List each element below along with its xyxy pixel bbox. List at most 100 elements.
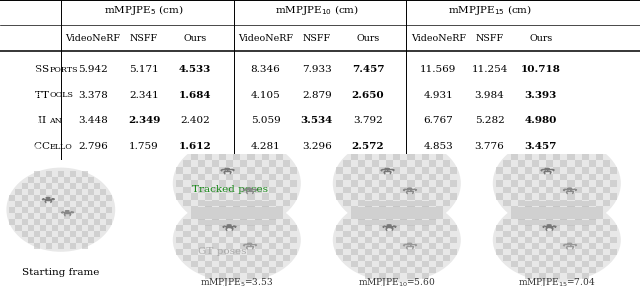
Text: Ours: Ours: [356, 34, 380, 43]
Polygon shape: [226, 231, 233, 237]
Polygon shape: [248, 225, 255, 231]
Polygon shape: [372, 187, 379, 193]
Polygon shape: [539, 213, 546, 219]
Polygon shape: [443, 255, 450, 261]
Polygon shape: [337, 237, 344, 243]
Polygon shape: [262, 154, 269, 160]
Polygon shape: [205, 193, 212, 200]
Polygon shape: [45, 171, 52, 177]
Polygon shape: [82, 207, 88, 213]
Polygon shape: [94, 219, 100, 225]
Polygon shape: [450, 249, 457, 255]
Polygon shape: [64, 225, 70, 231]
Polygon shape: [52, 213, 58, 219]
Text: I: I: [42, 116, 45, 126]
Polygon shape: [504, 231, 511, 237]
Polygon shape: [553, 206, 561, 213]
Text: ELLO: ELLO: [49, 142, 72, 150]
Polygon shape: [34, 195, 40, 201]
Polygon shape: [191, 225, 198, 231]
Polygon shape: [219, 180, 226, 187]
Polygon shape: [76, 201, 82, 207]
Polygon shape: [358, 160, 365, 167]
Polygon shape: [233, 167, 241, 174]
Polygon shape: [191, 193, 198, 200]
Polygon shape: [568, 180, 575, 187]
Polygon shape: [233, 180, 241, 187]
Polygon shape: [393, 273, 401, 279]
Polygon shape: [450, 167, 457, 174]
Polygon shape: [28, 237, 34, 243]
Text: 4.281: 4.281: [251, 142, 280, 151]
Polygon shape: [532, 160, 539, 167]
Polygon shape: [553, 225, 561, 231]
Polygon shape: [518, 174, 525, 180]
Polygon shape: [337, 249, 344, 255]
Polygon shape: [262, 180, 269, 187]
Polygon shape: [64, 237, 70, 243]
Polygon shape: [40, 213, 45, 219]
Polygon shape: [248, 249, 255, 255]
Polygon shape: [422, 273, 429, 279]
Polygon shape: [429, 187, 436, 193]
Polygon shape: [372, 243, 379, 249]
Polygon shape: [415, 255, 422, 261]
Polygon shape: [568, 206, 575, 213]
Polygon shape: [255, 219, 262, 225]
Circle shape: [568, 188, 572, 189]
Polygon shape: [408, 206, 415, 213]
Polygon shape: [497, 193, 504, 200]
Polygon shape: [269, 231, 276, 237]
Polygon shape: [226, 255, 233, 261]
Polygon shape: [497, 237, 504, 243]
Polygon shape: [70, 219, 76, 225]
Polygon shape: [283, 187, 290, 193]
Polygon shape: [219, 225, 226, 231]
Polygon shape: [241, 200, 248, 206]
Text: VideoNeRF: VideoNeRF: [411, 34, 466, 43]
Polygon shape: [393, 249, 401, 255]
Polygon shape: [401, 267, 408, 273]
Text: 3.296: 3.296: [302, 142, 332, 151]
Polygon shape: [553, 237, 561, 243]
Polygon shape: [553, 141, 561, 147]
Polygon shape: [589, 231, 596, 237]
Polygon shape: [100, 225, 106, 231]
Polygon shape: [269, 160, 276, 167]
Polygon shape: [504, 187, 511, 193]
Polygon shape: [603, 219, 610, 225]
Polygon shape: [436, 237, 443, 243]
Text: 4.105: 4.105: [251, 91, 280, 100]
Polygon shape: [575, 200, 582, 206]
Polygon shape: [610, 193, 617, 200]
Polygon shape: [553, 154, 561, 160]
Polygon shape: [429, 231, 436, 237]
Polygon shape: [233, 193, 241, 200]
Polygon shape: [219, 237, 226, 243]
Polygon shape: [546, 207, 553, 213]
Polygon shape: [422, 237, 429, 243]
Polygon shape: [344, 160, 351, 167]
Polygon shape: [393, 154, 401, 160]
Polygon shape: [525, 154, 532, 160]
Text: 2.796: 2.796: [78, 142, 108, 151]
Polygon shape: [610, 167, 617, 174]
Polygon shape: [546, 160, 553, 167]
Polygon shape: [262, 206, 269, 213]
Polygon shape: [255, 255, 262, 261]
Polygon shape: [344, 255, 351, 261]
Polygon shape: [582, 225, 589, 231]
Polygon shape: [518, 255, 525, 261]
Text: 1.612: 1.612: [179, 142, 212, 151]
Text: C: C: [34, 142, 42, 151]
Polygon shape: [561, 200, 568, 206]
Polygon shape: [589, 200, 596, 206]
Polygon shape: [365, 180, 372, 187]
Polygon shape: [443, 160, 450, 167]
Polygon shape: [358, 267, 365, 273]
Polygon shape: [546, 267, 553, 273]
Polygon shape: [191, 206, 198, 213]
Polygon shape: [184, 255, 191, 261]
Text: 6.767: 6.767: [424, 116, 453, 126]
Polygon shape: [226, 243, 233, 249]
